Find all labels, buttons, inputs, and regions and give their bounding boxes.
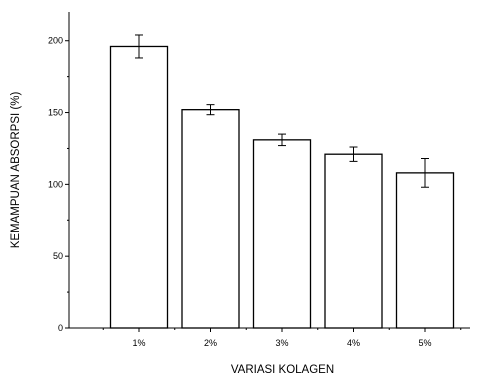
x-tick-label: 1% [132, 338, 145, 348]
bar [181, 109, 240, 329]
bars [109, 34, 455, 329]
bar [324, 153, 383, 329]
y-axis-ticks: 0 50 100 150 200 [48, 36, 69, 333]
x-axis-title: VARIASI KOLAGEN [231, 364, 334, 376]
y-tick-label: 150 [48, 108, 63, 118]
bar [109, 45, 169, 329]
y-tick-label: 50 [53, 251, 63, 261]
y-axis-title: KEMAMPUAN ABSORPSI (%) [10, 92, 22, 249]
bar [395, 172, 455, 329]
y-tick-label: 100 [48, 179, 63, 189]
y-tick-label: 200 [48, 36, 63, 46]
bar [252, 139, 312, 329]
x-tick-label: 3% [275, 338, 288, 348]
x-tick-label: 4% [347, 338, 360, 348]
x-tick-label: 2% [204, 338, 217, 348]
y-tick-label: 0 [58, 323, 63, 333]
x-tick-label: 5% [418, 338, 431, 348]
x-axis-ticks: 1% 2% 3% 4% 5% [102, 328, 462, 348]
